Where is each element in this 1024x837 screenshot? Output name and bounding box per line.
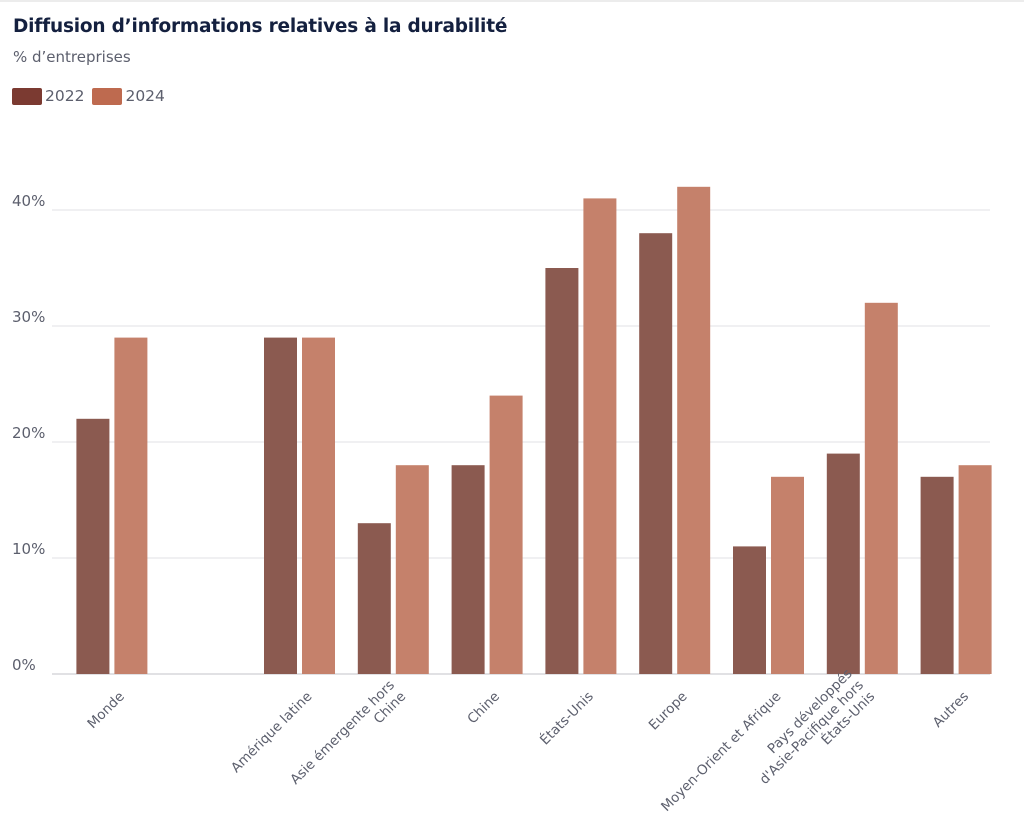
chart-subtitle: % d’entreprises	[13, 48, 131, 66]
legend-label-2022: 2022	[45, 87, 85, 105]
x-tick-label: Autres	[930, 689, 972, 731]
y-tick-label: 10%	[12, 540, 45, 558]
y-tick-label: 40%	[12, 192, 45, 210]
x-tick-label-line: Chine	[464, 689, 503, 728]
bar-2022[interactable]	[920, 476, 954, 674]
chart-title: Diffusion d’informations relatives à la …	[13, 16, 508, 37]
bar-2022[interactable]	[639, 233, 673, 674]
x-tick-label: Monde	[84, 689, 127, 732]
bar-2024[interactable]	[771, 476, 804, 674]
bar-2024[interactable]	[395, 465, 429, 674]
bars	[76, 186, 992, 675]
x-tick-label: États-Unis	[536, 688, 596, 748]
bar-2022[interactable]	[451, 465, 485, 674]
top-divider	[0, 0, 1024, 2]
y-tick-label: 0%	[12, 656, 36, 674]
legend-item-2024[interactable]: 2024	[92, 87, 165, 105]
bar-2022[interactable]	[76, 418, 110, 674]
y-tick-label: 20%	[12, 424, 45, 442]
x-tick-label-line: Autres	[930, 689, 972, 731]
legend-swatch-2024	[92, 87, 123, 105]
legend-swatch-2022	[12, 87, 42, 105]
y-tick-label: 30%	[12, 308, 45, 326]
legend-item-2022[interactable]: 2022	[12, 87, 84, 105]
bar-2024[interactable]	[302, 337, 335, 674]
x-tick-label-line: Monde	[84, 689, 127, 732]
x-tick-label: Europe	[646, 689, 691, 734]
bar-2024[interactable]	[677, 186, 711, 675]
x-tick-label: Chine	[464, 689, 503, 728]
bar-2024[interactable]	[114, 337, 148, 674]
legend: 2022 2024	[12, 87, 173, 105]
bar-2024[interactable]	[864, 302, 898, 674]
bar-2022[interactable]	[357, 523, 391, 674]
bar-2024[interactable]	[583, 198, 617, 674]
bar-2022[interactable]	[733, 546, 766, 674]
legend-label-2024: 2024	[125, 87, 165, 105]
x-tick-label-line: Europe	[646, 689, 691, 734]
bar-2024[interactable]	[489, 395, 523, 674]
x-tick-label-line: États-Unis	[536, 688, 596, 748]
y-axis: 0% 10% 20% 30% 40%	[12, 192, 45, 674]
bar-2024[interactable]	[958, 465, 992, 674]
bar-2022[interactable]	[545, 268, 579, 674]
bar-2022[interactable]	[264, 337, 297, 674]
bar-2022[interactable]	[826, 453, 860, 674]
